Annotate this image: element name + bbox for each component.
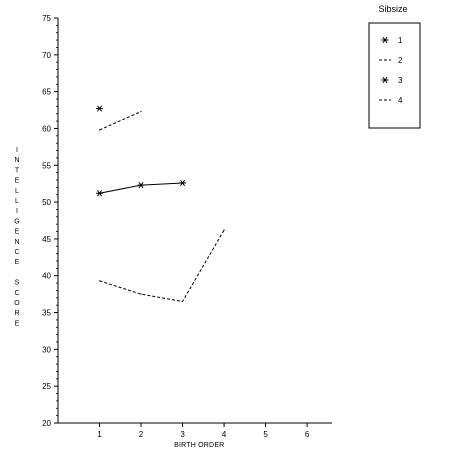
x-tick-label: 3 xyxy=(180,430,185,439)
x-ticks: 1 2 3 4 5 6 xyxy=(97,423,310,439)
y-axis-title-char: N xyxy=(14,239,19,246)
legend-item-3: 3 xyxy=(381,76,403,85)
legend-title: Sibsize xyxy=(378,4,407,14)
x-tick-label: 2 xyxy=(139,430,144,439)
y-axis-title-char: E xyxy=(15,229,20,236)
y-axis-title-char: I xyxy=(16,208,18,215)
legend-item-1: 1 xyxy=(381,36,403,45)
y-axis-title-char: L xyxy=(15,198,19,205)
legend-star-icon xyxy=(381,36,389,44)
series-2 xyxy=(98,110,142,131)
legend-label: 2 xyxy=(398,56,403,65)
data-point-star xyxy=(96,105,104,112)
y-axis-title-char: E xyxy=(15,178,20,185)
y-axis-title-char: R xyxy=(14,310,19,317)
legend-item-2: 2 xyxy=(379,56,403,65)
legend-label: 3 xyxy=(398,76,403,85)
y-tick-label: 65 xyxy=(42,88,51,97)
legend-item-4: 4 xyxy=(379,96,403,105)
y-ticks: 20 25 30 35 40 45 50 55 60 65 70 75 xyxy=(42,14,58,428)
series-4 xyxy=(98,229,225,303)
data-point xyxy=(98,129,101,131)
y-tick-label: 35 xyxy=(42,309,51,318)
y-tick-label: 20 xyxy=(42,419,51,428)
y-axis-title-char: C xyxy=(14,249,19,256)
y-tick-label: 30 xyxy=(42,345,51,354)
y-axis-title-char: I xyxy=(16,147,18,154)
y-axis-title-char: O xyxy=(14,300,20,307)
y-axis-title-char: L xyxy=(15,188,19,195)
legend-star-icon xyxy=(381,76,389,84)
data-point xyxy=(140,293,142,295)
legend-label: 4 xyxy=(398,96,403,105)
y-tick-label: 70 xyxy=(42,51,51,60)
y-tick-label: 55 xyxy=(42,161,51,170)
series-3 xyxy=(96,179,187,197)
x-tick-label: 5 xyxy=(263,430,268,439)
series-1 xyxy=(96,105,104,112)
legend-box xyxy=(368,22,421,129)
data-point xyxy=(181,300,184,303)
legend: Sibsize 1 2 3 4 xyxy=(368,4,421,129)
x-axis-title: BIRTH ORDER xyxy=(174,442,224,449)
data-point xyxy=(98,280,101,282)
y-axis-title-char: E xyxy=(15,259,20,266)
y-tick-label: 60 xyxy=(42,124,51,133)
y-axis-title-char: T xyxy=(15,167,20,174)
data-point-star xyxy=(96,190,104,197)
y-tick-label: 50 xyxy=(42,198,51,207)
y-axis-title-char: C xyxy=(14,290,19,297)
series-layer xyxy=(96,105,225,303)
y-tick-label: 25 xyxy=(42,382,51,391)
data-point xyxy=(140,110,142,113)
series-line-2 xyxy=(99,111,142,131)
legend-label: 1 xyxy=(398,36,403,45)
data-point xyxy=(223,229,225,231)
x-tick-label: 4 xyxy=(222,430,227,439)
x-tick-label: 6 xyxy=(305,430,310,439)
x-tick-label: 1 xyxy=(97,430,102,439)
y-axis-title-char: E xyxy=(15,320,20,327)
data-point-star xyxy=(179,179,187,187)
y-axis-title-char: G xyxy=(14,218,19,225)
y-axis-title-char: N xyxy=(14,157,19,164)
y-tick-label: 75 xyxy=(42,14,51,23)
data-point-star xyxy=(137,182,145,189)
series-line-4 xyxy=(99,229,225,303)
y-axis-title-char: S xyxy=(15,280,20,287)
y-tick-label: 40 xyxy=(42,272,51,281)
legend-items: 1 2 3 4 xyxy=(379,36,403,105)
y-tick-label: 45 xyxy=(42,235,51,244)
